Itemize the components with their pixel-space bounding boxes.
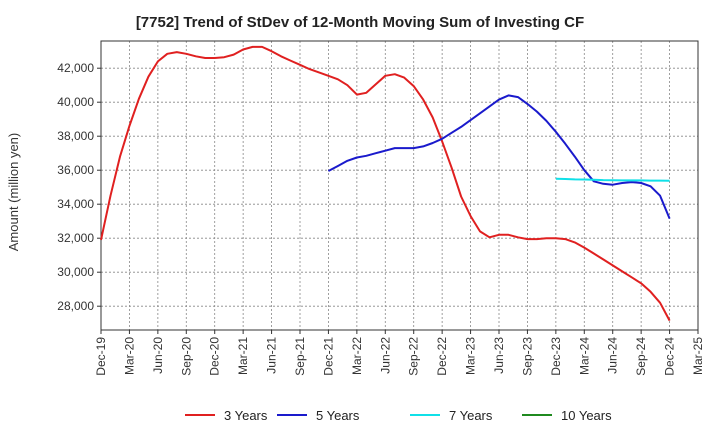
x-tick-label: Jun-22: [378, 337, 392, 374]
x-tick-label: Jun-24: [606, 337, 620, 374]
legend-label: 5 Years: [316, 408, 360, 423]
x-tick-label: Dec-24: [663, 337, 677, 376]
x-tick-label: Sep-22: [407, 337, 421, 376]
series-line-2: [327, 94, 671, 219]
axis-layer: 28,000 30,000 32,000 34,000 36,000 38,000 40,0…: [57, 40, 705, 376]
x-tick-label: Sep-23: [520, 337, 534, 376]
legend-item: 3 Years: [185, 408, 268, 423]
x-tick-label: Dec-22: [435, 337, 449, 376]
series-line-3: [555, 177, 670, 182]
x-tick-label: Dec-21: [321, 337, 335, 376]
x-tick-label: Mar-24: [577, 337, 591, 375]
chart-title: [7752] Trend of StDev of 12-Month Moving…: [136, 14, 584, 31]
y-tick-label: 42,000: [57, 61, 94, 75]
y-tick-label: 40,000: [57, 95, 94, 109]
y-tick-label: 30,000: [57, 265, 94, 279]
legend-item: 7 Years: [410, 408, 493, 423]
grid-layer: [100, 41, 699, 330]
x-tick-label: Mar-21: [236, 337, 250, 375]
series-line-1: [100, 45, 671, 322]
legend-label: 10 Years: [561, 408, 612, 423]
legend-item: 5 Years: [277, 408, 360, 423]
y-axis-label: Amount (million yen): [6, 133, 21, 252]
x-tick-label: Dec-23: [549, 337, 563, 376]
x-tick-label: Mar-20: [122, 337, 136, 375]
x-tick-label: Dec-19: [94, 337, 108, 376]
x-tick-label: Sep-20: [179, 337, 193, 376]
legend-label: 7 Years: [449, 408, 493, 423]
plot-area-frame: [100, 40, 699, 331]
series-layer: [100, 45, 671, 322]
y-tick-label: 28,000: [57, 299, 94, 313]
y-tick-label: 38,000: [57, 129, 94, 143]
x-tick-label: Sep-21: [293, 337, 307, 376]
x-tick-label: Jun-20: [151, 337, 165, 374]
legend-label: 3 Years: [224, 408, 268, 423]
x-tick-label: Jun-23: [492, 337, 506, 374]
x-tick-label: Sep-24: [634, 337, 648, 376]
x-tick-label: Mar-22: [350, 337, 364, 375]
y-tick-label: 36,000: [57, 163, 94, 177]
legend-item: 10 Years: [522, 408, 612, 423]
y-tick-label: 32,000: [57, 231, 94, 245]
x-tick-label: Mar-23: [464, 337, 478, 375]
y-tick-label: 34,000: [57, 197, 94, 211]
legend: 3 Years 5 Years 7 Years 10 Years: [185, 408, 612, 423]
x-tick-label: Jun-21: [265, 337, 279, 374]
x-tick-label: Mar-25: [691, 337, 705, 375]
x-tick-label: Dec-20: [208, 337, 222, 376]
